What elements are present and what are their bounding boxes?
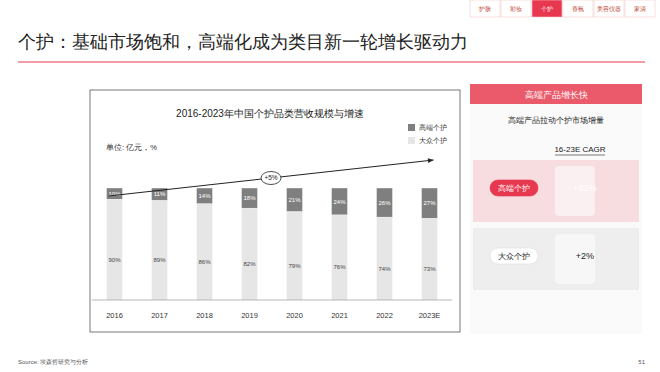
- bar-segment: [107, 188, 123, 199]
- bar-segment: [377, 188, 393, 217]
- nav-tab-label[interactable]: 家清: [634, 5, 646, 12]
- chart-title: 2016-2023年中国个护品类营收规模与增速: [176, 108, 364, 119]
- page-number: 51: [638, 359, 645, 365]
- row-label: 大众个护: [498, 252, 530, 261]
- nav-tab-label[interactable]: 美容仪器: [597, 5, 621, 12]
- x-tick-label: 2017: [151, 311, 168, 320]
- data-label: 89%: [153, 257, 166, 263]
- bar-segment: [422, 218, 438, 300]
- legend-label: 大众个护: [419, 137, 447, 144]
- nav-tab-label[interactable]: 护肤: [478, 5, 491, 12]
- legend-label: 高端个护: [419, 124, 447, 131]
- growth-arrow: [109, 160, 434, 196]
- x-tick-label: 2016: [106, 311, 123, 320]
- bar-segment: [197, 204, 213, 300]
- bar-segment: [107, 199, 123, 300]
- legend-swatch: [408, 124, 415, 131]
- cagr-title: 16-23E CAGR: [554, 145, 605, 154]
- bars: [107, 188, 438, 300]
- panel-header: 高端产品增长快: [525, 90, 588, 100]
- row-pill: [490, 248, 538, 264]
- slide-title: 个护：基础市场饱和，高端化成为类目新一轮增长驱动力: [18, 32, 468, 52]
- data-label: 11%: [154, 191, 166, 197]
- data-labels: 90%10%89%11%86%14%82%18%79%21%76%24%74%2…: [108, 191, 436, 272]
- data-label: 27%: [423, 200, 436, 206]
- row-value: +22%: [573, 183, 596, 193]
- data-label: 86%: [198, 259, 211, 265]
- nav-tab[interactable]: [470, 0, 500, 17]
- panel-bg: [470, 84, 642, 334]
- data-label: 73%: [423, 266, 436, 272]
- data-label: 24%: [333, 199, 346, 205]
- annotation-badge: [261, 172, 281, 185]
- bar-segment: [197, 188, 213, 204]
- data-label: 21%: [288, 197, 301, 203]
- x-tick-label: 2023E: [419, 311, 441, 320]
- data-label: 82%: [243, 261, 256, 267]
- bar-segment: [377, 217, 393, 300]
- data-label: 76%: [333, 264, 346, 270]
- bar-segment: [242, 208, 258, 300]
- nav-tab[interactable]: [563, 0, 593, 17]
- page: 护肤 彩妆 个护 香氛 美容仪器 家清个护：基础市场饱和，高端化成为类目新一轮增长驱动力 2…: [0, 0, 660, 372]
- x-tick-label: 2022: [376, 311, 393, 320]
- nav-tab-label[interactable]: 香氛: [572, 6, 584, 12]
- nav-tab[interactable]: [594, 0, 624, 17]
- data-label: 74%: [378, 266, 391, 272]
- data-label: 26%: [378, 200, 391, 206]
- x-tick-label: 2021: [331, 311, 348, 320]
- data-label: 79%: [288, 263, 301, 269]
- panel-row-bg: [473, 228, 639, 290]
- panel-row-bg: [473, 160, 639, 222]
- data-label: 18%: [243, 195, 256, 201]
- arrow-head: [428, 158, 434, 163]
- bar-segment: [332, 215, 348, 300]
- bar-segment: [242, 188, 258, 208]
- bar-segment: [287, 188, 303, 212]
- nav-tab[interactable]: [532, 0, 562, 17]
- chart-frame: [90, 90, 460, 332]
- bar-segment: [287, 212, 303, 300]
- row-value: +2%: [576, 251, 594, 261]
- data-label: 90%: [108, 257, 121, 263]
- x-axis: [92, 300, 452, 301]
- source: Source: 埃森哲研究与分析: [18, 358, 88, 365]
- nav-tab-label[interactable]: 彩妆: [510, 6, 522, 12]
- row-label: 高端个护: [498, 184, 530, 193]
- nav-tab[interactable]: [625, 0, 655, 17]
- cagr-underline: [555, 155, 605, 156]
- annotation-label: +5%: [264, 174, 277, 181]
- bar-segment: [152, 200, 168, 300]
- panel-subtitle: 高端产品拉动个护市场增量: [508, 116, 604, 125]
- bar-segment: [422, 188, 438, 218]
- unit-label: 单位: 亿元，%: [106, 143, 157, 152]
- nav-tab-label[interactable]: 个护: [541, 5, 553, 12]
- x-tick-label: 2019: [241, 311, 258, 320]
- product-image: [555, 234, 595, 284]
- panel-header-bg: [470, 84, 642, 104]
- x-tick-label: 2020: [286, 311, 303, 320]
- x-tick-label: 2018: [196, 311, 213, 320]
- row-pill: [490, 180, 538, 196]
- legend-swatch: [408, 137, 415, 144]
- nav-tab[interactable]: [501, 0, 531, 17]
- bar-segment: [332, 188, 348, 215]
- title-rule: [18, 61, 645, 62]
- data-label: 14%: [198, 193, 211, 199]
